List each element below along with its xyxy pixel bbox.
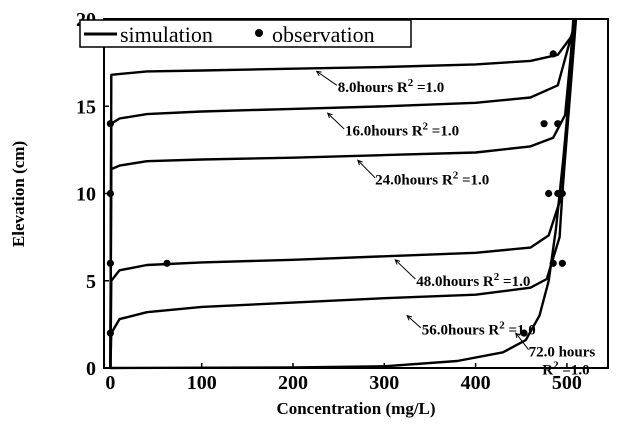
annotation-arrow (357, 159, 376, 179)
simulation-curve-4 (109, 18, 578, 369)
observation-point (549, 259, 557, 267)
annotation-arrow (327, 112, 345, 130)
curve-annotation: 56.0hours R2 =1.0 (422, 320, 536, 339)
observation-point (106, 189, 114, 198)
observation-point (558, 259, 566, 267)
curve-annotation: 48.0hours R2 =1.0 (416, 271, 530, 290)
simulation-curve-2 (109, 18, 578, 369)
curve-annotation: 24.0hours R2 =1.0 (375, 170, 489, 189)
observation-point (554, 120, 562, 128)
simulation-curve-3 (109, 18, 576, 369)
simulation-curve-1 (109, 18, 578, 369)
curve-annotations: 8.0hours R2 =1.0 16.0hours R2 =1.0 24.0hou… (315, 70, 596, 379)
observation-point (540, 120, 548, 128)
observation-point (106, 329, 114, 337)
annotation-arrow (394, 259, 416, 280)
annotation-arrowhead (315, 70, 322, 76)
observation-point (106, 259, 114, 267)
x-tick-label: 100 (187, 372, 217, 394)
curve-annotation: 72.0 hours (529, 344, 596, 360)
annotation-arrowhead (394, 259, 401, 265)
x-axis-label: Concentration (mg/L) (276, 399, 435, 418)
annotation-arrow (406, 315, 422, 329)
y-tick-label: 5 (86, 271, 96, 293)
annotation-arrow (515, 332, 529, 350)
annotation-arrowhead (326, 112, 333, 119)
curve-annotation: R2 =1.0 (542, 360, 589, 379)
y-tick-label: 10 (76, 184, 96, 206)
x-tick-label: 300 (369, 372, 399, 394)
x-tick-label: 400 (461, 372, 491, 394)
legend-label-observation: observation (272, 22, 375, 47)
curve-annotation: 8.0hours R2 =1.0 (338, 77, 445, 96)
x-axis-ticks: 0 100 200 300 400 500 (105, 363, 582, 394)
simulation-curve-6 (110, 18, 577, 370)
observation-points (106, 50, 566, 337)
simulation-curves (109, 18, 578, 370)
legend-dot-swatch (255, 29, 263, 37)
y-tick-label: 15 (76, 96, 96, 118)
annotation-arrowhead (406, 314, 413, 321)
observation-point (545, 189, 553, 198)
observation-point (558, 189, 566, 198)
x-tick-label: 500 (552, 372, 582, 394)
x-tick-label: 0 (105, 372, 115, 394)
observation-point (549, 50, 557, 58)
legend-label-simulation: simulation (120, 22, 213, 47)
observation-point (106, 120, 114, 128)
curve-annotation: 16.0hours R2 =1.0 (345, 121, 459, 140)
observation-point (163, 259, 171, 267)
observation-point (520, 329, 528, 337)
annotation-arrowhead (357, 159, 363, 166)
x-tick-label: 200 (278, 372, 308, 394)
legend-box (79, 19, 412, 48)
y-axis-label: Elevation (cm) (9, 141, 28, 247)
annotation-arrow (316, 70, 338, 86)
annotation-arrowhead (515, 332, 521, 339)
legend: simulation observation (79, 19, 412, 48)
y-tick-label: 0 (86, 358, 96, 380)
